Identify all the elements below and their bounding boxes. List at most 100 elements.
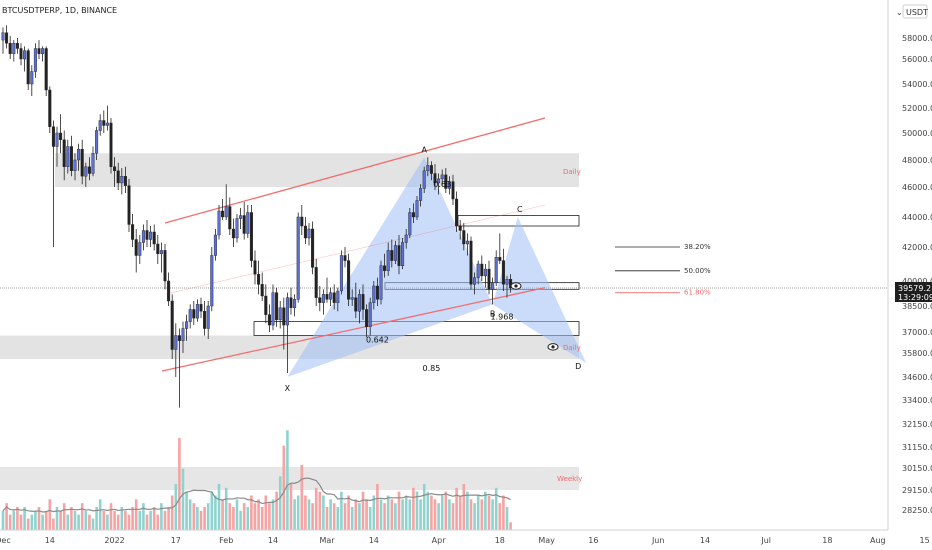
price-axis[interactable]: 58000.0 56000.0 54000.0 52000.0 50000.0 48000…	[887, 0, 932, 530]
candle	[285, 292, 289, 373]
volume-bar	[376, 484, 379, 530]
candle-body	[440, 174, 444, 180]
volume-bar	[394, 503, 397, 530]
candle	[440, 169, 444, 186]
candle-body	[498, 257, 502, 261]
ratio-label: 0.642	[366, 336, 389, 345]
price-tick-label: 32150.0	[902, 420, 932, 429]
candle	[199, 297, 203, 319]
ratio-label: 0.85	[422, 364, 440, 373]
candle-body	[282, 307, 286, 326]
volume-bar	[480, 499, 484, 530]
daily-zone-lower	[0, 335, 579, 359]
volume-bar	[232, 507, 235, 530]
volume-bar	[260, 507, 264, 530]
volume-bar	[383, 503, 386, 530]
candle-body	[1, 32, 5, 41]
channel-mid-line	[164, 204, 546, 295]
candle	[242, 202, 246, 240]
candle	[426, 157, 430, 177]
candle	[23, 46, 27, 72]
candle	[494, 250, 498, 286]
candle	[361, 284, 365, 320]
candle-body	[415, 200, 419, 218]
time-axis[interactable]: Dec 14 2022 17 Feb 14 Mar 14 Apr 18 May 16 Jun 14 Jul 1…	[0, 529, 930, 545]
volume-bar	[131, 507, 134, 530]
volume-bar	[419, 499, 422, 530]
candle	[365, 304, 369, 338]
candle-body	[429, 165, 433, 174]
candle-body	[105, 122, 109, 126]
candle-body	[5, 32, 9, 44]
volume-bar	[106, 514, 109, 530]
candle-body	[84, 166, 88, 177]
lines-layer	[0, 117, 888, 377]
candle	[138, 235, 142, 264]
candle-body	[361, 294, 365, 310]
volume-bar	[329, 499, 332, 530]
candle	[51, 120, 55, 247]
candle	[105, 105, 109, 131]
candle	[483, 264, 487, 288]
candle	[69, 135, 73, 177]
candle	[401, 238, 405, 270]
currency-button[interactable]: USDT	[902, 4, 928, 19]
volume-bar	[167, 507, 170, 530]
candle	[350, 289, 354, 306]
candle-body	[275, 292, 279, 321]
candle	[95, 126, 99, 160]
current-price-label: 39579.2	[898, 284, 931, 293]
candle	[321, 289, 325, 315]
volume-bar	[26, 518, 30, 530]
candle-body	[480, 263, 484, 277]
volume-bar	[437, 503, 440, 530]
chevron-down-icon[interactable]: ⌄	[896, 8, 903, 17]
daily-zone-upper	[55, 153, 579, 187]
volume-bar	[250, 495, 253, 530]
candle	[84, 162, 88, 187]
candle-body	[239, 215, 243, 219]
volume-bar	[275, 491, 278, 530]
candle-body	[131, 224, 135, 240]
volume-bar	[102, 510, 106, 530]
volume-bar	[217, 484, 221, 530]
candle	[447, 176, 451, 195]
candle-body	[66, 146, 70, 167]
time-tick-label: May	[538, 536, 555, 545]
candle-body	[311, 228, 315, 268]
eye-icon[interactable]	[510, 282, 522, 290]
candle-body	[285, 297, 289, 326]
candle	[386, 242, 390, 276]
volume-bar	[451, 503, 455, 530]
volume-bar	[379, 499, 383, 530]
candle	[19, 43, 23, 66]
volume-bar	[91, 518, 95, 530]
time-tick-label: 17	[171, 536, 181, 545]
candle-body	[444, 174, 448, 189]
candle	[228, 197, 232, 235]
candle-body	[451, 181, 455, 200]
volume-bar	[491, 499, 494, 530]
volume-bar	[84, 510, 88, 530]
candle	[224, 184, 228, 220]
candle	[170, 294, 174, 359]
volume-bar	[12, 510, 16, 530]
candle-body	[350, 297, 354, 300]
volume-bar	[502, 495, 505, 530]
candle-body	[206, 305, 210, 329]
candle	[185, 314, 189, 341]
candle-body	[55, 132, 59, 147]
weekly-zone	[0, 466, 579, 490]
current-price-tag: 39579.2 13:29:09	[895, 282, 932, 302]
candle	[167, 272, 171, 306]
volume-bar	[390, 499, 394, 530]
candle	[113, 157, 117, 187]
candle	[145, 220, 149, 247]
volume-bar	[127, 514, 131, 530]
volume-bar	[462, 484, 466, 530]
volume-bar	[228, 503, 232, 530]
candle-body	[123, 175, 127, 186]
eye-icon[interactable]	[547, 343, 559, 351]
candle-body	[26, 50, 30, 85]
